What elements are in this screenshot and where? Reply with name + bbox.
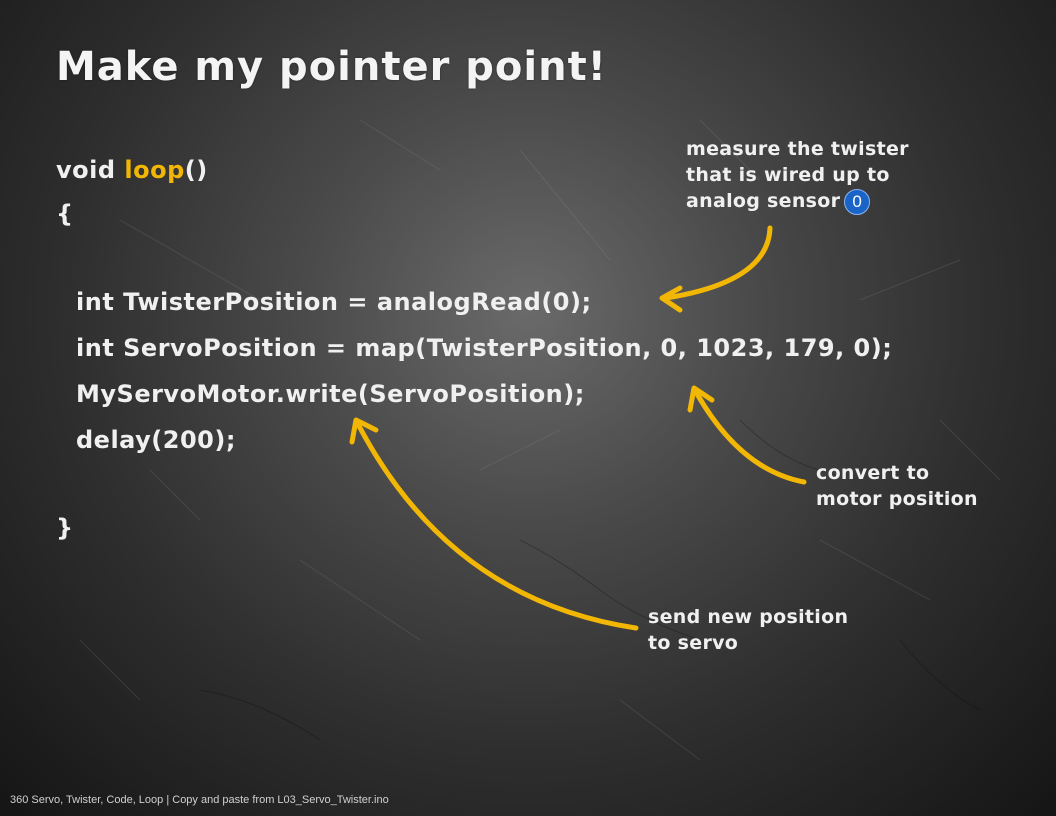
annotation-convert: convert to motor position <box>816 460 978 512</box>
convert-arrowhead-icon <box>687 385 715 413</box>
code-line-analog-read: int TwisterPosition = analogRead(0); <box>76 288 592 316</box>
annotation-measure-line3: analog sensor <box>686 190 841 212</box>
annotation-measure: measure the twister that is wired up to … <box>686 136 909 215</box>
measure-curved-arrow-icon <box>663 225 773 301</box>
annotation-send: send new position to servo <box>648 604 848 656</box>
code-line-servo-write: MyServoMotor.write(ServoPosition); <box>76 380 585 408</box>
code-loop-parens: () <box>184 156 208 184</box>
annotation-convert-line1: convert to <box>816 462 930 484</box>
code-close-brace: } <box>56 514 74 542</box>
code-open-brace: { <box>56 200 74 228</box>
measure-arrowhead-icon <box>659 285 683 313</box>
code-line-map: int ServoPosition = map(TwisterPosition,… <box>76 334 893 362</box>
analog-pin-badge: 0 <box>844 188 871 215</box>
annotation-convert-line2: motor position <box>816 488 978 510</box>
annotation-measure-line2: that is wired up to <box>686 164 890 186</box>
send-arrowhead-icon <box>349 417 379 445</box>
convert-curved-arrow-icon <box>693 389 807 485</box>
annotation-send-line1: send new position <box>648 606 849 628</box>
annotation-measure-line1: measure the twister <box>686 138 909 160</box>
send-curved-arrow-icon <box>355 421 639 631</box>
code-void-keyword: void <box>56 156 125 184</box>
annotation-measure-line3-wrap: analog sensor 0 <box>686 188 909 215</box>
slide-title: Make my pointer point! <box>56 44 607 90</box>
slide-footer: 360 Servo, Twister, Code, Loop | Copy an… <box>10 794 389 806</box>
annotation-send-line2: to servo <box>648 632 739 654</box>
code-loop-function-name: loop <box>124 156 185 184</box>
code-line-delay: delay(200); <box>76 426 236 454</box>
code-line-loop-signature: void loop() <box>56 156 208 184</box>
